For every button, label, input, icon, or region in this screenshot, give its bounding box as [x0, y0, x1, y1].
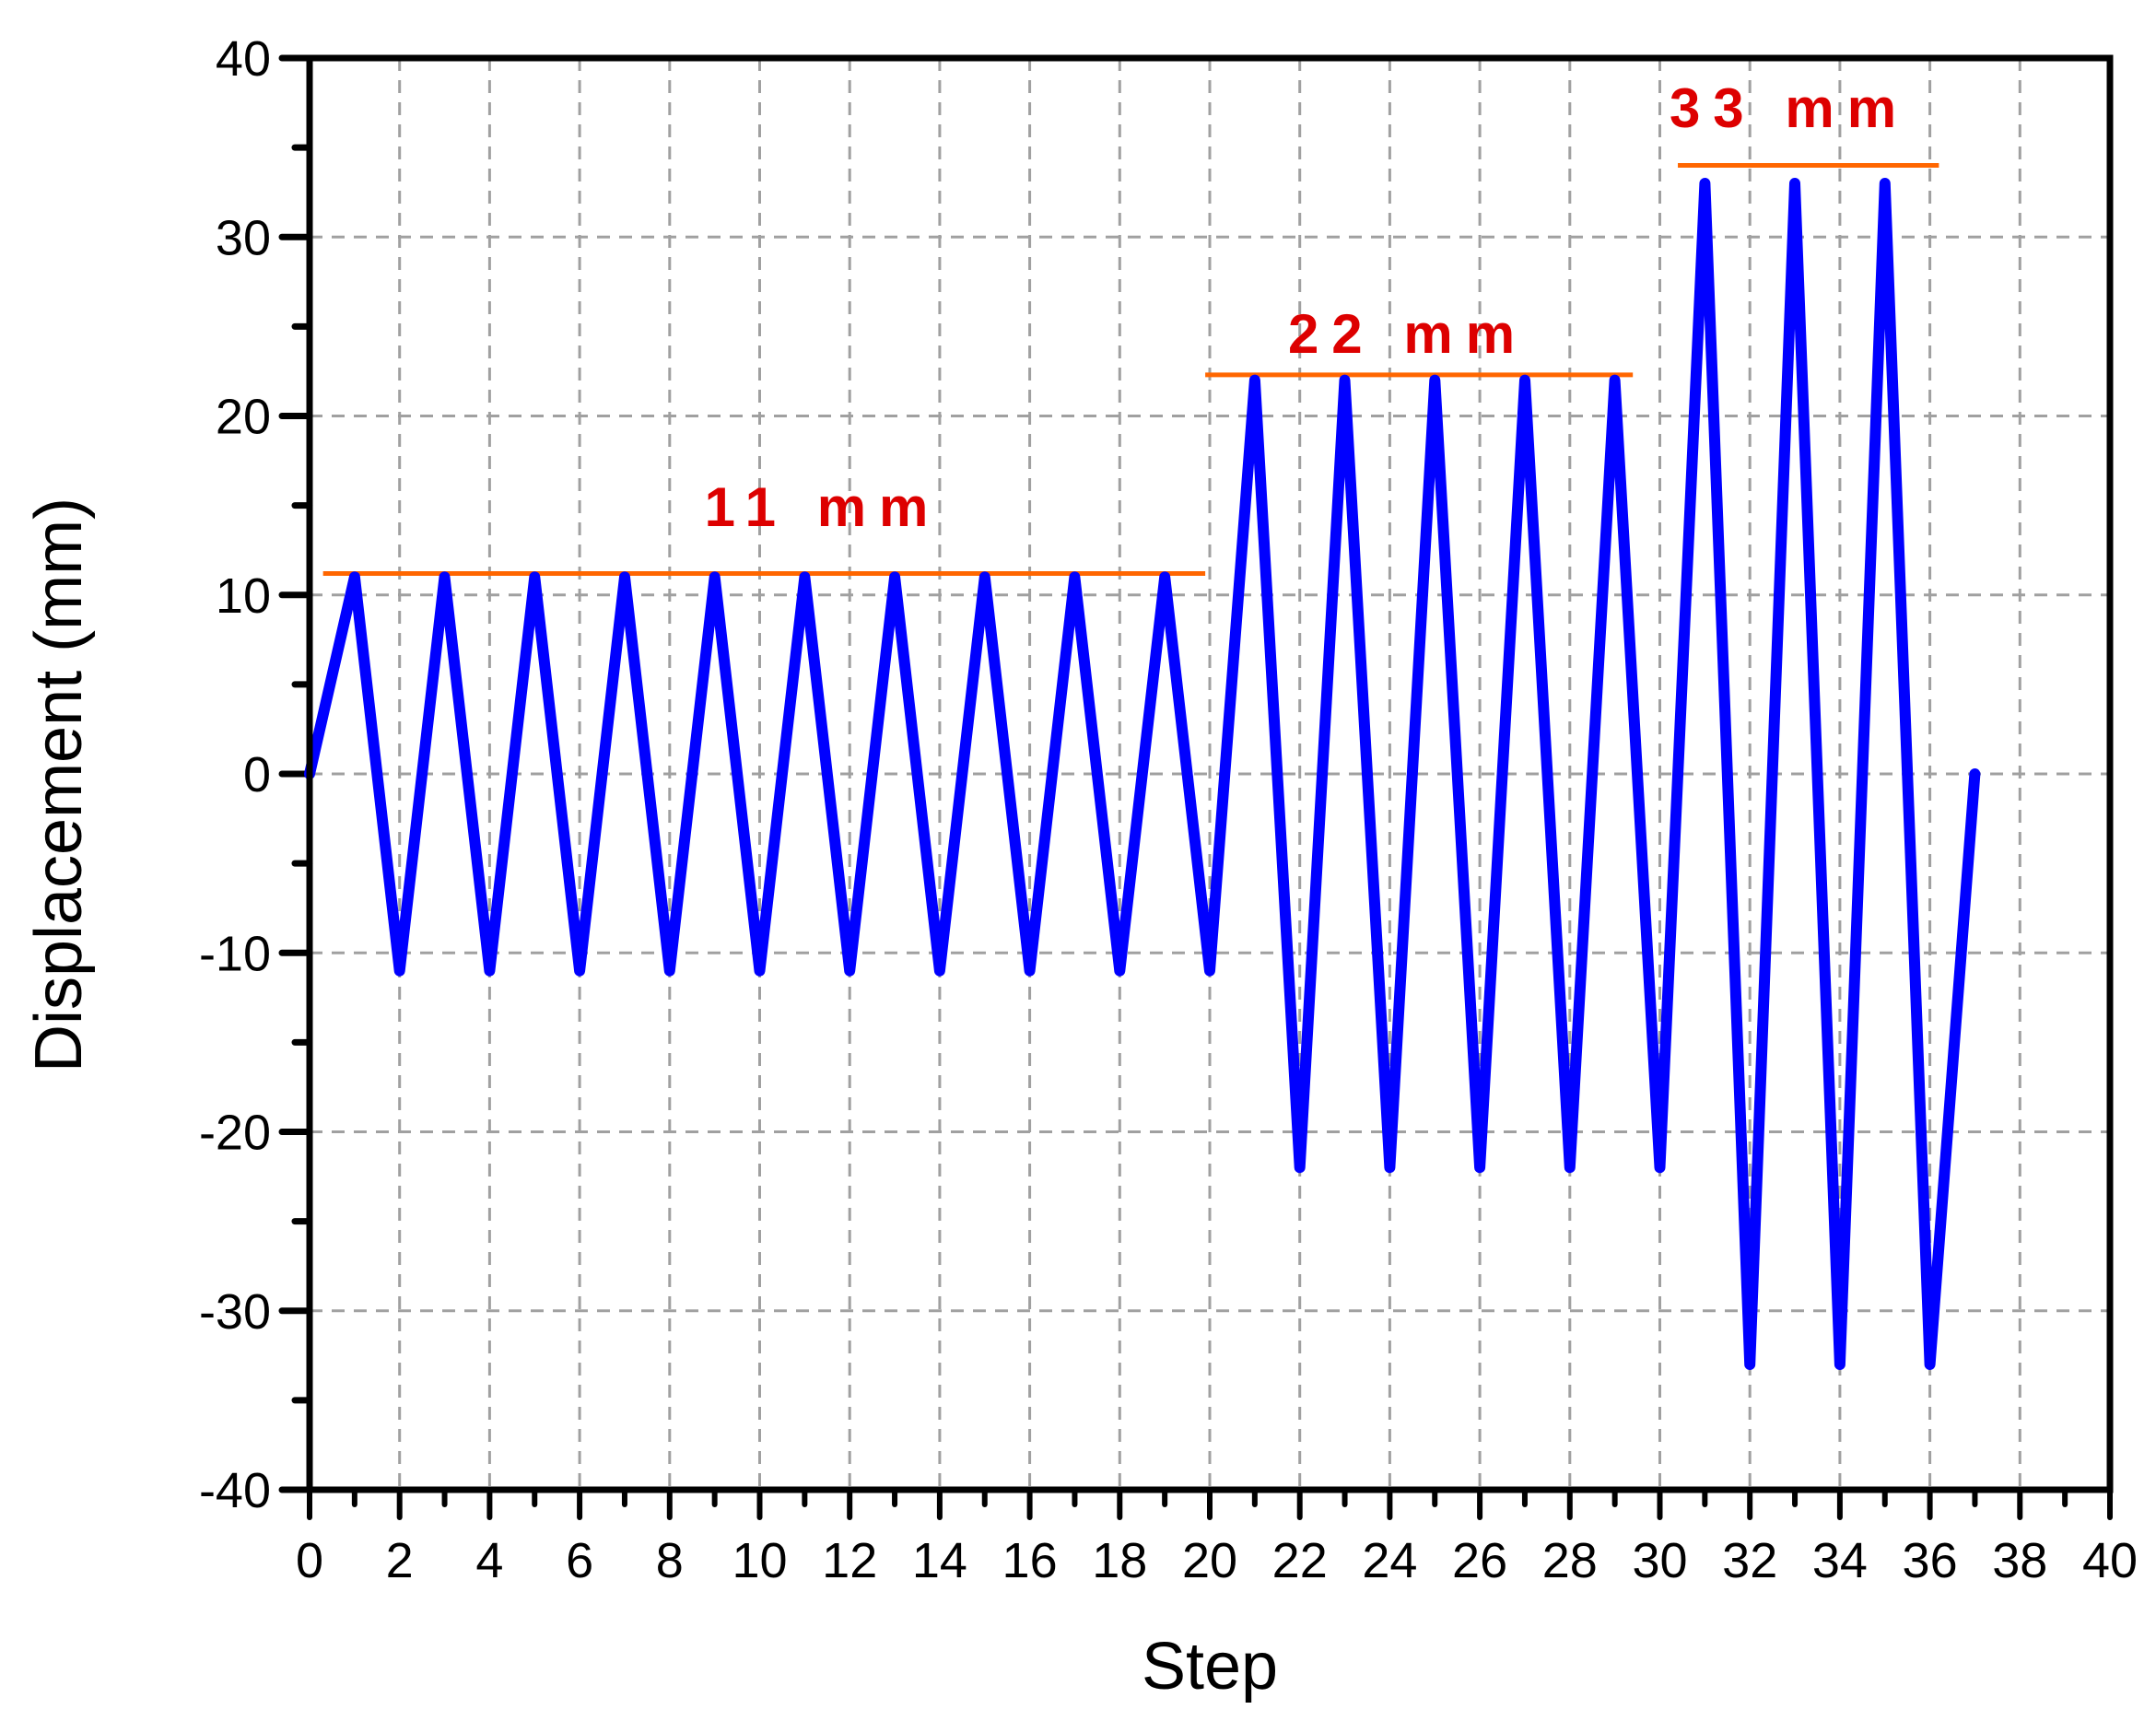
annotation-11mm: 11 mm — [705, 476, 942, 538]
x-axis-title: Step — [1142, 1630, 1278, 1703]
y-axis-title: Displacement (mm) — [22, 498, 96, 1072]
x-tick-label: 16 — [1002, 1533, 1058, 1588]
displacement-series-line — [304, 178, 1981, 1370]
x-tick-label: 24 — [1362, 1533, 1417, 1588]
x-tick-label: 32 — [1722, 1533, 1777, 1588]
annotation-33mm: 33 mm — [1670, 77, 1909, 139]
y-tick-label: 0 — [243, 747, 271, 802]
x-tick-label: 20 — [1182, 1533, 1237, 1588]
x-tick-label: 6 — [566, 1533, 593, 1588]
y-tick-label: -20 — [199, 1106, 271, 1161]
x-tick-label: 26 — [1452, 1533, 1507, 1588]
y-tick-label: -40 — [199, 1463, 271, 1518]
y-tick-label: 20 — [216, 390, 271, 445]
y-tick-label: -30 — [199, 1284, 271, 1340]
y-tick-label: 30 — [216, 210, 271, 265]
annotation-22mm: 22 mm — [1288, 303, 1528, 365]
x-tick-label: 4 — [475, 1533, 503, 1588]
x-tick-label: 12 — [822, 1533, 877, 1588]
x-tick-label: 8 — [656, 1533, 684, 1588]
grid-lines — [310, 58, 2110, 1490]
x-tick-label: 38 — [1992, 1533, 2047, 1588]
plot-frame — [306, 54, 2114, 1493]
y-tick-label: -10 — [199, 926, 271, 981]
x-tick-label: 22 — [1272, 1533, 1328, 1588]
y-tick-label: 10 — [216, 568, 271, 624]
y-tick-label: 40 — [216, 31, 271, 87]
tick-labels: 0 2 4 6 8 10 12 14 16 18 20 22 24 26 28 30 32 34 36 38 40-40… — [199, 31, 2138, 1588]
x-tick-label: 0 — [296, 1533, 323, 1588]
level-lines — [322, 163, 1939, 576]
level-annotations: 11 mm 22 mm 33 mm — [705, 77, 1909, 538]
x-tick-label: 36 — [1903, 1533, 1958, 1588]
x-tick-label: 34 — [1812, 1533, 1868, 1588]
x-tick-label: 30 — [1632, 1533, 1687, 1588]
x-tick-label: 28 — [1542, 1533, 1598, 1588]
x-tick-label: 18 — [1092, 1533, 1147, 1588]
x-tick-label: 40 — [2082, 1533, 2138, 1588]
x-tick-label: 14 — [912, 1533, 967, 1588]
x-tick-label: 10 — [732, 1533, 787, 1588]
x-tick-label: 2 — [386, 1533, 414, 1588]
